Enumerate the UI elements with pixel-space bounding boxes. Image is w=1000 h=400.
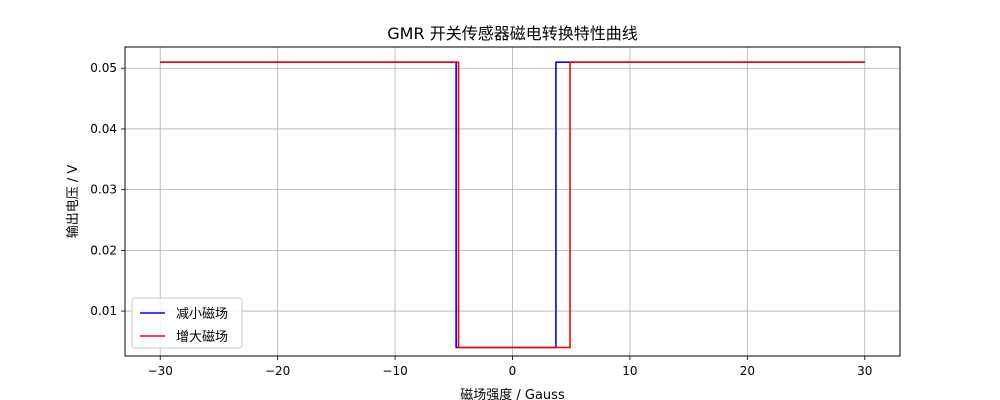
x-axis-ticks: −30 −20 −10 0 10 20 30 — [148, 356, 872, 378]
x-tick-label: 10 — [622, 364, 637, 378]
series-line-increase — [160, 61, 865, 349]
y-tick-label: 0.01 — [90, 304, 117, 318]
grid — [125, 47, 900, 356]
y-tick-label: 0.03 — [90, 183, 117, 197]
x-tick-label: 0 — [509, 364, 517, 378]
y-axis-label: 输出电压 / V — [65, 165, 81, 239]
y-tick-label: 0.04 — [90, 122, 117, 136]
x-tick-label: 30 — [857, 364, 872, 378]
legend: 减小磁场 增大磁场 — [131, 297, 243, 349]
x-tick-label: −30 — [148, 364, 173, 378]
series-lines — [160, 61, 865, 349]
x-axis-label: 磁场强度 / Gauss — [460, 387, 565, 400]
y-tick-label: 0.05 — [90, 61, 117, 75]
chart-title: GMR 开关传感器磁电转换特性曲线 — [387, 24, 637, 43]
legend-label-increase: 增大磁场 — [176, 330, 228, 345]
y-tick-label: 0.02 — [90, 243, 117, 257]
x-tick-label: 20 — [740, 364, 755, 378]
x-tick-label: −10 — [382, 364, 407, 378]
legend-label-decrease: 减小磁场 — [176, 307, 228, 322]
y-axis-ticks: 0.01 0.02 0.03 0.04 0.05 — [90, 61, 125, 318]
x-tick-label: −20 — [265, 364, 290, 378]
